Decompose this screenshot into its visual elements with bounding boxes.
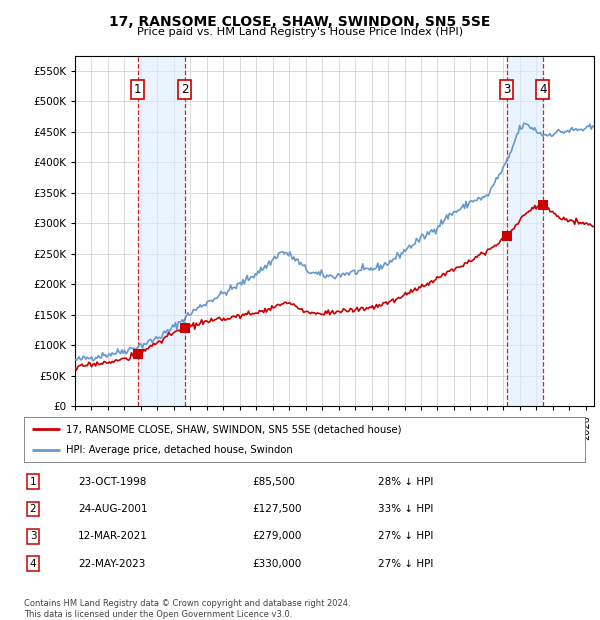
Text: 3: 3 [29,531,37,541]
Text: 1: 1 [134,82,142,95]
Text: £85,500: £85,500 [252,477,295,487]
Bar [138,56,185,406]
Text: £279,000: £279,000 [252,531,301,541]
Text: Price paid vs. HM Land Registry's House Price Index (HPI): Price paid vs. HM Land Registry's House … [137,27,463,37]
Text: 4: 4 [29,559,37,569]
Text: 28% ↓ HPI: 28% ↓ HPI [378,477,433,487]
Text: 27% ↓ HPI: 27% ↓ HPI [378,531,433,541]
Text: 1: 1 [29,477,37,487]
Text: 27% ↓ HPI: 27% ↓ HPI [378,559,433,569]
Text: 22-MAY-2023: 22-MAY-2023 [78,559,145,569]
Text: 33% ↓ HPI: 33% ↓ HPI [378,504,433,514]
Bar [506,56,543,406]
Text: 3: 3 [503,82,510,95]
Text: 12-MAR-2021: 12-MAR-2021 [78,531,148,541]
Text: £127,500: £127,500 [252,504,302,514]
Text: £330,000: £330,000 [252,559,301,569]
Text: 4: 4 [539,82,547,95]
Text: 23-OCT-1998: 23-OCT-1998 [78,477,146,487]
Text: 24-AUG-2001: 24-AUG-2001 [78,504,148,514]
Text: 17, RANSOME CLOSE, SHAW, SWINDON, SN5 5SE (detached house): 17, RANSOME CLOSE, SHAW, SWINDON, SN5 5S… [66,424,401,435]
Text: 2: 2 [29,504,37,514]
Text: HPI: Average price, detached house, Swindon: HPI: Average price, detached house, Swin… [66,445,293,455]
Bar [543,56,594,406]
Text: Contains HM Land Registry data © Crown copyright and database right 2024.
This d: Contains HM Land Registry data © Crown c… [24,600,350,619]
Text: 17, RANSOME CLOSE, SHAW, SWINDON, SN5 5SE: 17, RANSOME CLOSE, SHAW, SWINDON, SN5 5S… [109,16,491,30]
Text: 2: 2 [181,82,188,95]
